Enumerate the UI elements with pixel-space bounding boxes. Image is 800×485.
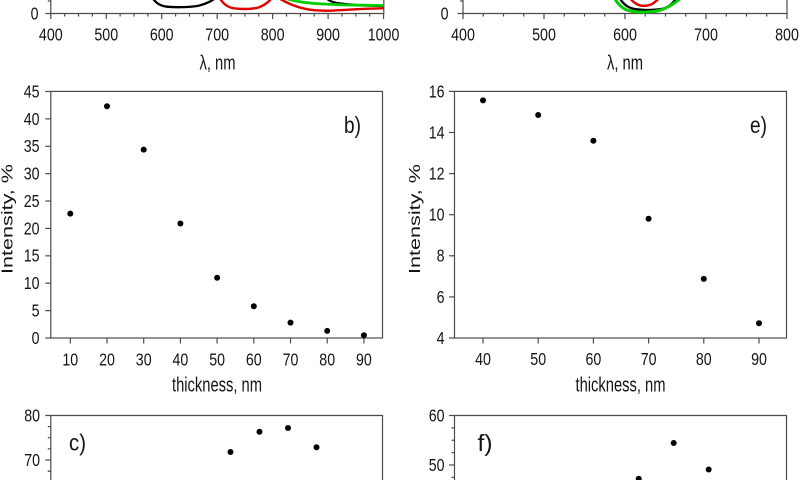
svg-text:400: 400 xyxy=(451,25,475,45)
svg-text:70: 70 xyxy=(24,450,40,470)
svg-text:50: 50 xyxy=(429,455,445,475)
svg-text:700: 700 xyxy=(205,25,229,45)
svg-text:80: 80 xyxy=(24,405,40,425)
svg-text:60: 60 xyxy=(586,349,602,369)
svg-text:8: 8 xyxy=(437,246,445,266)
svg-text:500: 500 xyxy=(532,25,556,45)
svg-text:30: 30 xyxy=(136,349,152,369)
svg-text:500: 500 xyxy=(94,25,118,45)
svg-text:Intensity, %: Intensity, % xyxy=(0,164,16,274)
svg-text:800: 800 xyxy=(261,25,285,45)
svg-text:20: 20 xyxy=(99,349,115,369)
svg-text:b): b) xyxy=(344,112,361,138)
svg-text:800: 800 xyxy=(775,25,799,45)
svg-text:45: 45 xyxy=(24,81,40,101)
svg-text:14: 14 xyxy=(429,122,445,142)
svg-text:0: 0 xyxy=(32,328,40,348)
svg-text:25: 25 xyxy=(24,191,40,211)
svg-text:Intensity, %: Intensity, % xyxy=(406,164,424,274)
svg-text:10: 10 xyxy=(24,273,40,293)
svg-text:35: 35 xyxy=(24,136,40,156)
svg-text:10: 10 xyxy=(62,349,78,369)
svg-text:90: 90 xyxy=(356,349,372,369)
svg-text:40: 40 xyxy=(475,349,491,369)
svg-text:thickness, nm: thickness, nm xyxy=(576,375,666,397)
svg-text:15: 15 xyxy=(24,246,40,266)
svg-text:0: 0 xyxy=(441,3,449,23)
svg-text:1000: 1000 xyxy=(368,25,400,45)
svg-text:70: 70 xyxy=(283,349,299,369)
svg-text:0: 0 xyxy=(31,3,39,23)
svg-text:400: 400 xyxy=(39,25,63,45)
svg-text:c): c) xyxy=(69,429,86,455)
svg-text:900: 900 xyxy=(316,25,340,45)
svg-text:10: 10 xyxy=(429,205,445,225)
svg-text:40: 40 xyxy=(24,109,40,129)
svg-text:600: 600 xyxy=(613,25,637,45)
svg-text:λ, nm: λ, nm xyxy=(607,53,643,75)
svg-text:e): e) xyxy=(750,112,767,138)
svg-text:5: 5 xyxy=(32,301,40,321)
svg-text:λ, nm: λ, nm xyxy=(200,53,236,75)
svg-text:20: 20 xyxy=(24,218,40,238)
svg-text:40: 40 xyxy=(173,349,189,369)
svg-text:50: 50 xyxy=(530,349,546,369)
svg-text:700: 700 xyxy=(694,25,718,45)
svg-text:60: 60 xyxy=(246,349,262,369)
svg-text:600: 600 xyxy=(150,25,174,45)
svg-text:80: 80 xyxy=(696,349,712,369)
svg-text:80: 80 xyxy=(319,349,335,369)
svg-text:4: 4 xyxy=(437,328,445,348)
svg-text:thickness, nm: thickness, nm xyxy=(172,375,262,397)
svg-text:60: 60 xyxy=(429,405,445,425)
svg-text:90: 90 xyxy=(751,349,767,369)
svg-text:50: 50 xyxy=(209,349,225,369)
svg-text:16: 16 xyxy=(429,81,445,101)
svg-text:70: 70 xyxy=(641,349,657,369)
svg-text:6: 6 xyxy=(437,287,445,307)
svg-text:f): f) xyxy=(478,430,493,456)
svg-text:12: 12 xyxy=(429,164,445,184)
svg-text:30: 30 xyxy=(24,164,40,184)
